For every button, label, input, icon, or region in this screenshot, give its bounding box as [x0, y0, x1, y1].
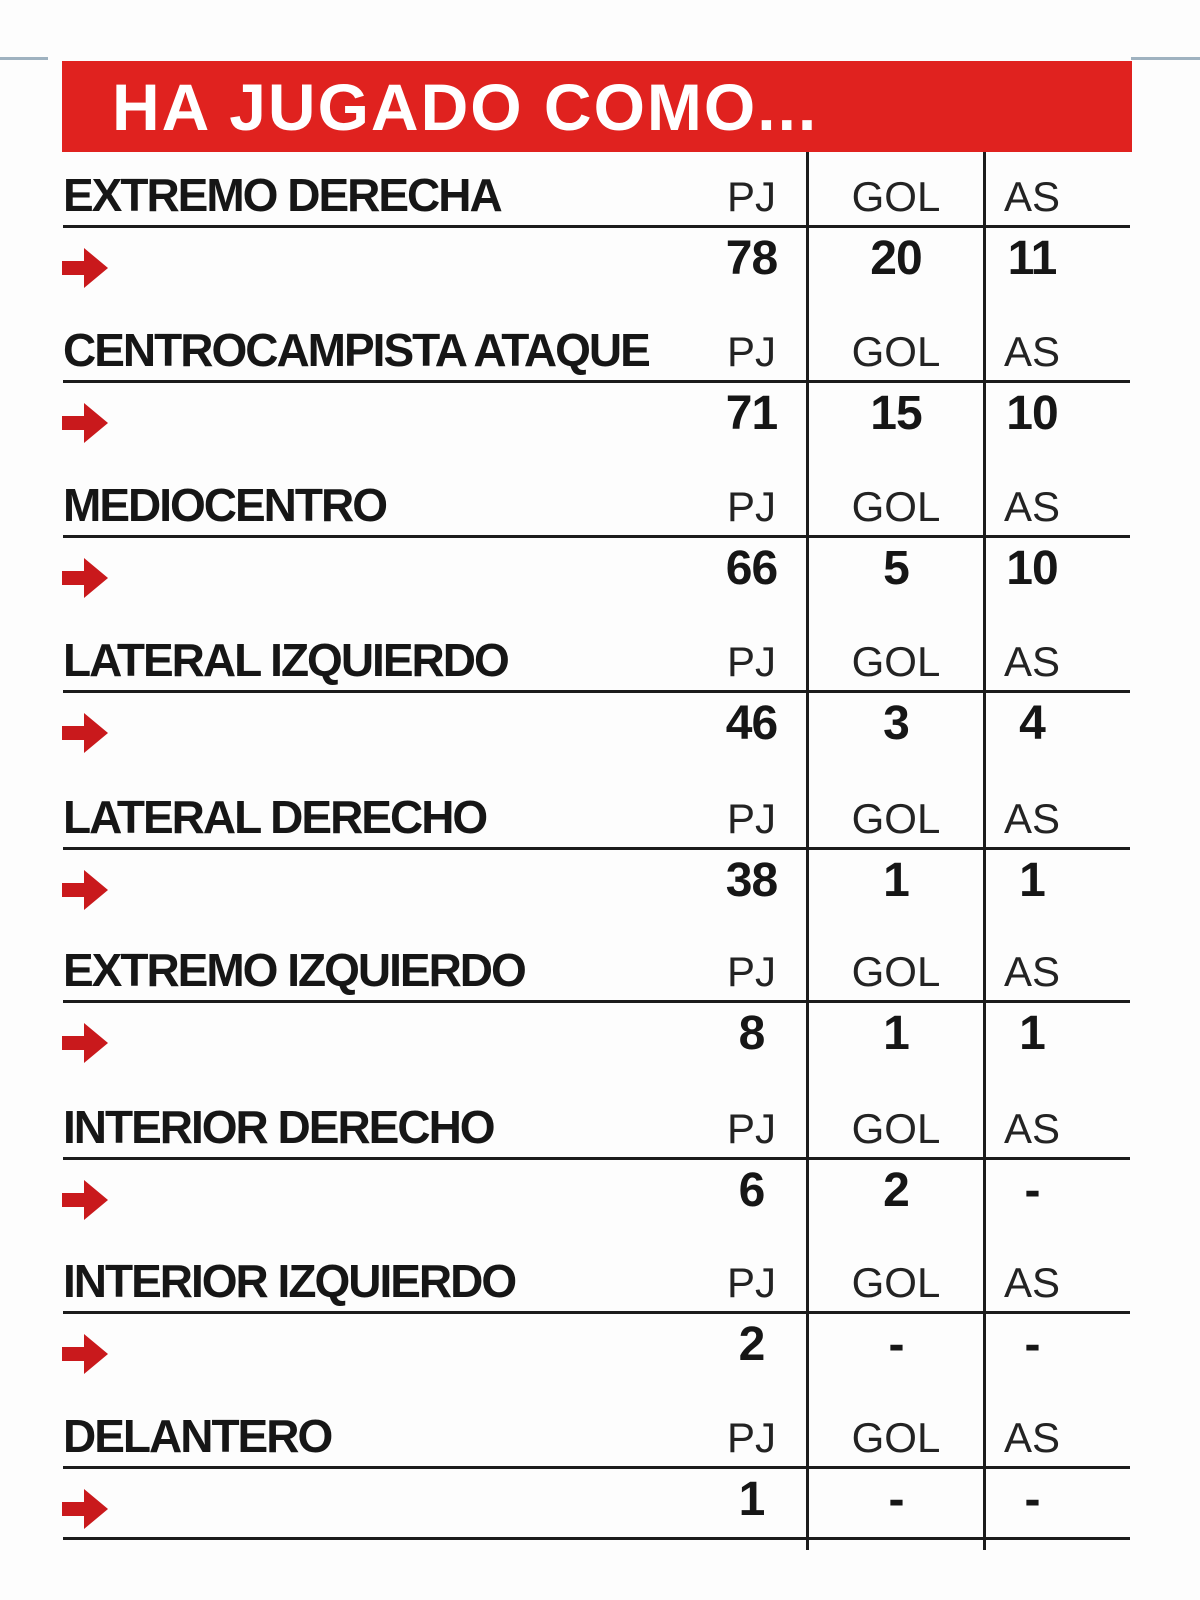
position-row: LATERAL DERECHO PJ GOL AS 38 1 1	[0, 772, 1200, 927]
position-name: CENTROCAMPISTA ATAQUE	[63, 324, 651, 376]
position-name: EXTREMO DERECHA	[63, 169, 503, 221]
value-pj: 1	[738, 1473, 766, 1526]
row-rule	[63, 535, 1130, 538]
col-header-gol: GOL	[851, 1105, 941, 1152]
arrow-right-icon	[62, 248, 108, 288]
col-header-as: AS	[1003, 328, 1061, 375]
arrow-right-icon	[62, 1334, 108, 1374]
col-header-pj: PJ	[726, 638, 776, 685]
col-header-as: AS	[1003, 483, 1061, 530]
value-gol: -	[888, 1318, 905, 1371]
value-as: 10	[1006, 387, 1058, 440]
value-gol: 3	[883, 697, 910, 750]
row-rule	[63, 1000, 1130, 1003]
table-bottom-rule	[63, 1537, 1130, 1540]
row-rule	[63, 225, 1130, 228]
arrow-right-icon	[62, 403, 108, 443]
row-rule	[63, 847, 1130, 850]
col-header-gol: GOL	[851, 948, 941, 995]
value-as: -	[1024, 1473, 1041, 1526]
arrow-right-icon	[62, 1489, 108, 1529]
row-rule	[63, 1157, 1130, 1160]
col-header-as: AS	[1003, 1105, 1061, 1152]
column-divider-as	[983, 152, 986, 1550]
value-as: 4	[1019, 697, 1046, 750]
header-bar: HA JUGADO COMO...	[62, 61, 1132, 152]
row-rule	[63, 690, 1130, 693]
page-title: HA JUGADO COMO...	[112, 70, 819, 144]
value-pj: 66	[725, 542, 778, 595]
col-header-as: AS	[1003, 1259, 1061, 1306]
col-header-gol: GOL	[851, 483, 941, 530]
value-pj: 38	[725, 854, 778, 907]
arrow-right-icon	[62, 558, 108, 598]
value-gol: 20	[870, 232, 922, 285]
row-rule	[63, 1466, 1130, 1469]
position-name: EXTREMO IZQUIERDO	[63, 944, 527, 996]
position-row: CENTROCAMPISTA ATAQUE PJ GOL AS 71 15 10	[0, 305, 1200, 460]
col-header-gol: GOL	[851, 1414, 941, 1461]
value-gol: 5	[883, 542, 910, 595]
col-header-as: AS	[1003, 795, 1061, 842]
position-row: EXTREMO IZQUIERDO PJ GOL AS 8 1 1	[0, 925, 1200, 1080]
value-as: 11	[1007, 232, 1058, 285]
value-as: -	[1024, 1164, 1041, 1217]
col-header-as: AS	[1003, 638, 1061, 685]
col-header-gol: GOL	[851, 328, 941, 375]
value-pj: 78	[725, 232, 778, 285]
position-name: MEDIOCENTRO	[63, 479, 388, 531]
position-name: INTERIOR DERECHO	[63, 1101, 496, 1153]
value-gol: -	[888, 1473, 905, 1526]
value-gol: 15	[870, 387, 922, 440]
position-row: EXTREMO DERECHA PJ GOL AS 78 20 11	[0, 150, 1200, 305]
value-pj: 6	[738, 1164, 766, 1217]
value-pj: 8	[738, 1007, 766, 1060]
col-header-gol: GOL	[851, 795, 941, 842]
col-header-pj: PJ	[726, 328, 776, 375]
col-header-pj: PJ	[726, 483, 776, 530]
col-header-gol: GOL	[851, 1259, 941, 1306]
value-gol: 1	[883, 1007, 910, 1060]
position-name: INTERIOR IZQUIERDO	[63, 1255, 517, 1307]
position-name: DELANTERO	[63, 1410, 333, 1462]
position-name: LATERAL DERECHO	[63, 791, 488, 843]
position-name: LATERAL IZQUIERDO	[63, 634, 510, 686]
position-row: DELANTERO PJ GOL AS 1 - -	[0, 1391, 1200, 1546]
col-header-pj: PJ	[726, 795, 776, 842]
value-as: -	[1024, 1318, 1041, 1371]
position-row: LATERAL IZQUIERDO PJ GOL AS 46 3 4	[0, 615, 1200, 770]
col-header-as: AS	[1003, 173, 1061, 220]
value-as: 1	[1019, 1007, 1046, 1060]
col-header-pj: PJ	[726, 1414, 776, 1461]
column-divider-gol	[806, 152, 809, 1550]
value-pj: 2	[738, 1318, 766, 1371]
arrow-right-icon	[62, 1023, 108, 1063]
value-as: 10	[1006, 542, 1058, 595]
position-row: INTERIOR DERECHO PJ GOL AS 6 2 -	[0, 1082, 1200, 1237]
arrow-right-icon	[62, 1180, 108, 1220]
top-divider-line-right	[1131, 57, 1200, 60]
col-header-as: AS	[1003, 1414, 1061, 1461]
value-pj: 71	[725, 387, 778, 440]
position-row: MEDIOCENTRO PJ GOL AS 66 5 10	[0, 460, 1200, 615]
top-divider-line-left	[0, 57, 48, 60]
arrow-right-icon	[62, 870, 108, 910]
arrow-right-icon	[62, 713, 108, 753]
col-header-pj: PJ	[726, 948, 776, 995]
value-gol: 2	[883, 1164, 910, 1217]
col-header-gol: GOL	[851, 173, 941, 220]
col-header-pj: PJ	[726, 1105, 776, 1152]
col-header-gol: GOL	[851, 638, 941, 685]
col-header-pj: PJ	[726, 173, 776, 220]
value-pj: 46	[725, 697, 778, 750]
position-row: INTERIOR IZQUIERDO PJ GOL AS 2 - -	[0, 1236, 1200, 1391]
row-rule	[63, 380, 1130, 383]
value-gol: 1	[883, 854, 910, 907]
value-as: 1	[1019, 854, 1046, 907]
col-header-as: AS	[1003, 948, 1061, 995]
col-header-pj: PJ	[726, 1259, 776, 1306]
row-rule	[63, 1311, 1130, 1314]
